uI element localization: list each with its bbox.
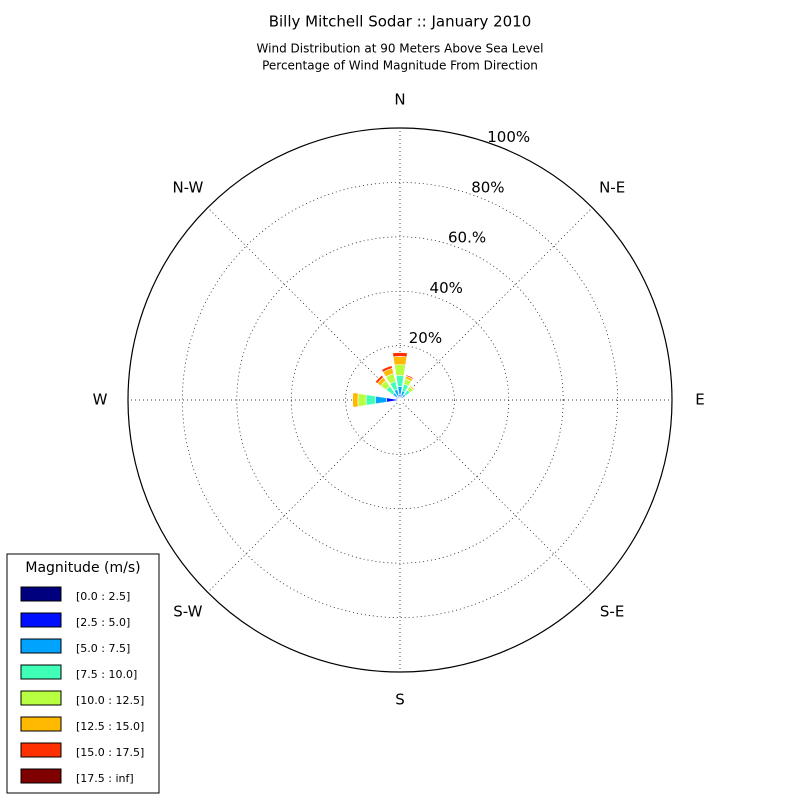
grid-ring bbox=[290, 290, 510, 510]
legend-label: [15.0 : 17.5] bbox=[76, 746, 144, 759]
legend-label: [10.0 : 12.5] bbox=[76, 694, 144, 707]
direction-label: S-E bbox=[600, 603, 624, 621]
wedge-segment bbox=[357, 393, 367, 407]
direction-label: N bbox=[394, 91, 405, 109]
wedge-segment bbox=[392, 352, 408, 354]
legend: Magnitude (m/s) [0.0 : 2.5] [2.5 : 5.0] [5… bbox=[6, 553, 160, 794]
direction-label: E bbox=[695, 391, 704, 409]
grid-spoke bbox=[399, 399, 593, 593]
legend-label: [12.5 : 15.0] bbox=[76, 720, 144, 733]
direction-label: S-W bbox=[173, 603, 202, 621]
wedge-segment bbox=[392, 356, 408, 366]
legend-swatch bbox=[20, 638, 62, 654]
radial-tick-label: 60.% bbox=[448, 229, 486, 247]
wedge-segment bbox=[381, 365, 392, 371]
grid-ring bbox=[182, 182, 618, 618]
grid: N N-E E S-E S S-W W N-W 20% 40% 60.% 80% 100% bbox=[93, 91, 705, 709]
legend-swatch bbox=[20, 586, 62, 602]
grid-spoke bbox=[399, 207, 593, 401]
legend-label: [0.0 : 2.5] bbox=[76, 590, 130, 603]
legend-swatch bbox=[20, 690, 62, 706]
chart-title: Billy Mitchell Sodar :: January 2010 bbox=[269, 13, 532, 31]
wedge-segment bbox=[394, 397, 396, 399]
legend-swatch bbox=[20, 768, 62, 784]
wedge-segment bbox=[352, 392, 354, 408]
direction-label: N-E bbox=[599, 178, 625, 196]
legend-label: [2.5 : 5.0] bbox=[76, 616, 130, 629]
wedge-segment bbox=[375, 395, 387, 405]
grid-ring bbox=[345, 345, 455, 455]
wedge-segment bbox=[410, 384, 416, 390]
wedge-segment bbox=[392, 352, 408, 358]
legend-label: [5.0 : 7.5] bbox=[76, 642, 130, 655]
direction-label: S bbox=[395, 691, 405, 709]
legend-label: [17.5 : inf] bbox=[76, 772, 134, 785]
wedge-segment bbox=[405, 374, 414, 379]
radial-tick-label: 40% bbox=[430, 279, 463, 297]
bars bbox=[352, 352, 416, 408]
grid-spoke bbox=[207, 207, 401, 401]
grid-spoke bbox=[207, 399, 401, 593]
legend-label: [7.5 : 10.0] bbox=[76, 668, 137, 681]
legend-swatch bbox=[20, 612, 62, 628]
legend-swatch bbox=[20, 664, 62, 680]
radial-tick-label: 20% bbox=[409, 329, 442, 347]
radial-tick-label: 100% bbox=[487, 128, 530, 146]
radial-tick-label: 80% bbox=[471, 178, 504, 196]
grid-ring bbox=[236, 236, 564, 564]
legend-swatch bbox=[20, 742, 62, 758]
legend-swatch bbox=[20, 716, 62, 732]
chart-subtitle: Percentage of Wind Magnitude From Direct… bbox=[262, 59, 538, 73]
legend-title: Magnitude (m/s) bbox=[25, 560, 140, 576]
wedge-segment bbox=[395, 375, 405, 387]
direction-label: N-W bbox=[172, 178, 203, 196]
chart-subtitle: Wind Distribution at 90 Meters Above Sea… bbox=[257, 42, 544, 56]
wedge-segment bbox=[394, 364, 406, 377]
wedge-segment bbox=[352, 392, 359, 408]
wedge-segment bbox=[365, 394, 377, 406]
direction-label: W bbox=[93, 391, 108, 409]
polar-frame bbox=[127, 127, 673, 673]
